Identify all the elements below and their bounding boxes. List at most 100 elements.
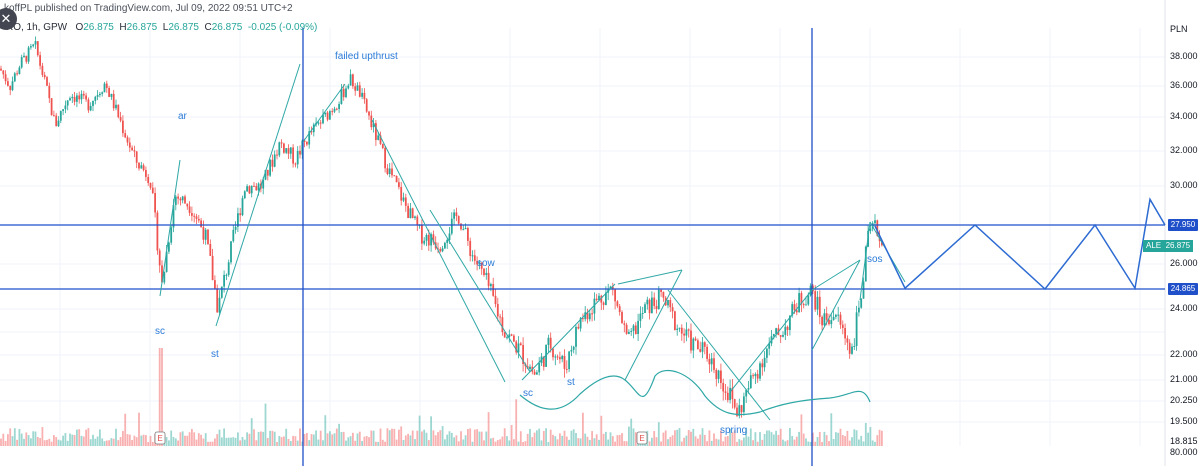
volume-bar	[177, 440, 179, 446]
volume-bar	[814, 441, 817, 446]
annotation-label: sos	[867, 254, 883, 265]
candles	[0, 36, 883, 419]
candle-body	[416, 216, 419, 226]
candle-body	[455, 212, 458, 217]
candle-body	[637, 320, 639, 335]
candle-body	[499, 316, 501, 318]
volume-bar	[501, 436, 504, 446]
volume-bar	[782, 439, 784, 446]
candle-body	[798, 293, 800, 313]
candle-body	[356, 85, 359, 91]
candle-body	[464, 227, 467, 230]
volume-bar	[809, 441, 812, 446]
candle-body	[683, 333, 685, 336]
volume-bar	[529, 428, 531, 446]
event-marker-box	[154, 431, 166, 445]
candle-body	[179, 198, 182, 201]
volume-bar	[165, 437, 168, 446]
volume-bar	[807, 441, 810, 446]
event-marker-label: E	[639, 434, 644, 443]
price-tick-label: 26.000	[1170, 258, 1198, 268]
candle-body	[733, 399, 736, 408]
candle-body	[105, 83, 108, 88]
candle-body	[62, 109, 64, 112]
candle-body	[876, 220, 879, 236]
candle-body	[423, 240, 426, 244]
candle-body	[407, 205, 409, 219]
candle-body	[317, 122, 320, 124]
volume-bar	[563, 430, 566, 446]
volume-bar	[536, 430, 538, 446]
close-icon[interactable]: ✕	[0, 8, 17, 30]
volume-bar	[338, 423, 340, 446]
candle-body	[448, 233, 451, 240]
volume-bar	[591, 431, 593, 446]
volume-bar	[793, 439, 796, 446]
volume-bar	[832, 438, 835, 446]
candle-body	[386, 168, 389, 174]
volume-bar	[248, 433, 251, 446]
volume-bar	[133, 435, 136, 446]
candle-body	[784, 326, 787, 335]
volume-bar	[743, 437, 745, 446]
price-tick-label: 19.500	[1170, 416, 1198, 426]
volume-bar	[78, 429, 81, 446]
volume-bar	[674, 430, 676, 446]
volume-bar	[50, 441, 53, 446]
volume-bar	[271, 430, 274, 446]
volume-bar	[103, 441, 106, 446]
candle-body	[211, 255, 214, 281]
projection-path	[874, 197, 1166, 291]
volume-bar	[25, 432, 28, 446]
volume-bar	[372, 430, 375, 446]
volume-bar	[126, 434, 129, 446]
volume-bar	[605, 431, 607, 446]
annotation-label: st	[567, 376, 575, 388]
volume-bar	[561, 435, 564, 446]
volume-bar	[13, 428, 16, 446]
candle-body	[30, 46, 32, 48]
chart-header: koffPL published on TradingView.com, Jul…	[0, 0, 1165, 40]
candle-body	[634, 325, 637, 335]
candle-body	[441, 248, 444, 252]
volume-bar	[416, 430, 419, 446]
volume-bar	[595, 434, 598, 446]
candle-body	[69, 98, 71, 101]
candle-body	[363, 92, 366, 100]
candle-body	[154, 193, 156, 213]
volume-bar	[480, 431, 483, 446]
candle-body	[869, 228, 872, 231]
volume-bar	[549, 429, 552, 446]
volume-bar	[398, 429, 400, 446]
candle-body	[0, 68, 2, 71]
volume-bar	[860, 435, 863, 446]
volume-bar	[830, 413, 833, 446]
ohlc-legend: RO, 1h, GPW O26.875 H26.875 L26.875 C26.…	[6, 22, 317, 33]
volume-bar	[195, 439, 198, 446]
volume-bar	[772, 434, 775, 446]
volume-bar	[255, 440, 258, 446]
volume-bar	[303, 434, 306, 446]
candle-body	[460, 223, 462, 230]
volume-bar	[243, 439, 246, 446]
volume-bar	[379, 428, 382, 446]
candle-body	[432, 234, 435, 243]
volume-bar	[582, 412, 584, 446]
volume-bar	[4, 440, 7, 446]
volume-bar	[669, 436, 672, 446]
price-tick-label: 24.000	[1170, 303, 1198, 313]
candle-body	[837, 314, 840, 316]
volume-bar	[710, 440, 713, 446]
symbol-label[interactable]: RO, 1h, GPW	[6, 22, 68, 33]
candle-body	[450, 218, 453, 234]
candle-body	[575, 326, 577, 347]
candle-body	[133, 150, 136, 152]
candle-body	[662, 291, 665, 298]
candle-body	[807, 295, 810, 305]
volume-bar	[692, 428, 695, 446]
trendline	[215, 63, 301, 327]
candle-body	[653, 297, 656, 306]
volume-bar	[565, 436, 568, 446]
volume-bar	[763, 434, 766, 446]
